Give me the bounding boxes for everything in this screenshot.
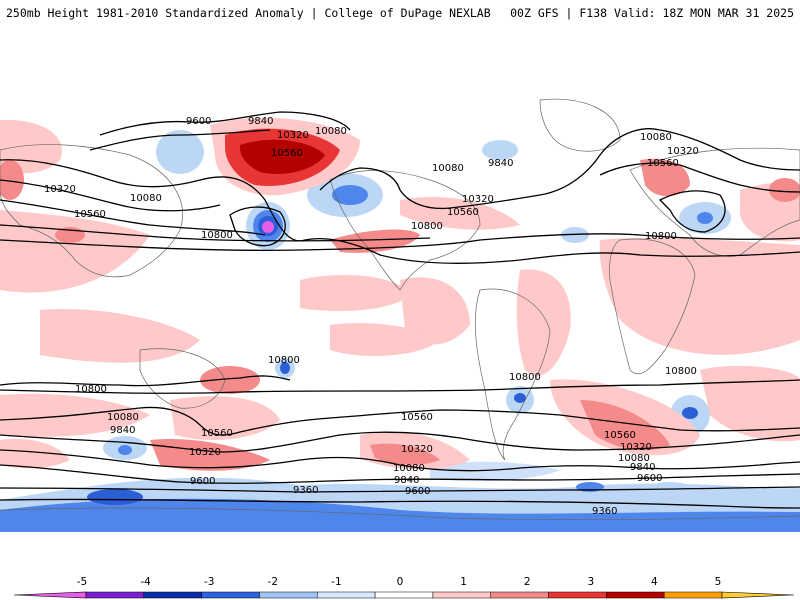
contour-label: 10560 — [271, 148, 303, 159]
colorbar-arrow-low — [13, 591, 87, 599]
colorbar-segment — [317, 591, 376, 599]
contour-label: 10560 — [647, 158, 679, 169]
contour-label: 9840 — [110, 425, 135, 436]
contour-label: 9360 — [592, 506, 617, 517]
colorbar-segment — [432, 591, 491, 599]
contour-label: 10320 — [277, 130, 309, 141]
map-title: 250mb Height 1981-2010 Standardized Anom… — [6, 6, 491, 20]
contour-label: 10560 — [74, 209, 106, 220]
colorbar-segment — [606, 591, 665, 599]
model-run-info: 00Z GFS | F138 Valid: 18Z MON MAR 31 202… — [510, 6, 794, 20]
contour-label: 9840 — [394, 475, 419, 486]
contour-label: 10560 — [201, 428, 233, 439]
colorbar-segment — [490, 591, 549, 599]
contour-label: 10800 — [411, 221, 443, 232]
colorbar-tick-label: -1 — [331, 576, 341, 588]
contour-label: 10560 — [401, 412, 433, 423]
colorbar-tick-label: -2 — [268, 576, 278, 588]
contour-label: 10320 — [189, 447, 221, 458]
contour-label: 10320 — [462, 194, 494, 205]
contour-label: 9840 — [248, 116, 273, 127]
contour-labels: 9600 9840 10320 10080 10560 10080 10320 … — [44, 116, 699, 517]
header: 250mb Height 1981-2010 Standardized Anom… — [0, 0, 800, 24]
contour-label: 9600 — [405, 486, 430, 497]
contour-label: 9600 — [637, 473, 662, 484]
contour-label: 10800 — [509, 372, 541, 383]
colorbar-segment — [259, 591, 318, 599]
contour-label: 10320 — [620, 442, 652, 453]
colorbar-tick-label: 4 — [651, 576, 658, 588]
contour-label: 10800 — [75, 384, 107, 395]
contour-label: 10080 — [432, 163, 464, 174]
colorbar-tick-label: 1 — [460, 576, 467, 588]
contour-label: 10800 — [645, 231, 677, 242]
anomaly-shading — [0, 117, 800, 532]
colorbar-segment — [85, 591, 145, 599]
contour-label: 10080 — [315, 126, 347, 137]
colorbar-segment — [374, 591, 434, 599]
colorbar-tick-label: 0 — [397, 576, 404, 588]
contour-label: 9360 — [293, 485, 318, 496]
contour-label: 10320 — [44, 184, 76, 195]
contour-label: 10320 — [667, 146, 699, 157]
colorbar-segment — [143, 591, 202, 599]
colorbar: -5 -4 -3 -2 -1 0 1 2 3 4 5 — [0, 572, 800, 600]
colorbar-arrow-high — [721, 591, 795, 599]
colorbar-tick-label: 5 — [715, 576, 722, 588]
anomaly-map: 9600 9840 10320 10080 10560 10080 10320 … — [0, 40, 800, 532]
colorbar-segment — [548, 591, 607, 599]
contour-label: 10080 — [393, 463, 425, 474]
map-panel: 9600 9840 10320 10080 10560 10080 10320 … — [0, 40, 800, 532]
contour-label: 10560 — [604, 430, 636, 441]
contour-label: 10080 — [640, 132, 672, 143]
colorbar-tick-label: -4 — [140, 576, 151, 588]
contour-label: 9840 — [488, 158, 513, 169]
colorbar-segment — [663, 591, 723, 599]
contour-label: 10800 — [268, 355, 300, 366]
contour-label: 10800 — [665, 366, 697, 377]
colorbar-tick-label: -5 — [77, 576, 87, 588]
colorbar-segments — [13, 591, 795, 599]
contour-label: 10080 — [107, 412, 139, 423]
contour-label: 10800 — [201, 230, 233, 241]
colorbar-segment — [201, 591, 260, 599]
colorbar-svg: -5 -4 -3 -2 -1 0 1 2 3 4 5 — [13, 576, 795, 599]
colorbar-ticks: -5 -4 -3 -2 -1 0 1 2 3 4 5 — [77, 576, 722, 588]
colorbar-tick-label: 2 — [524, 576, 531, 588]
contour-label: 9600 — [186, 116, 211, 127]
contour-label: 10560 — [447, 207, 479, 218]
colorbar-tick-label: -3 — [204, 576, 214, 588]
contour-label: 9600 — [190, 476, 215, 487]
contour-label: 10080 — [130, 193, 162, 204]
height-contours — [0, 111, 800, 509]
contour-label: 10080 — [618, 453, 650, 464]
contour-label: 9840 — [630, 462, 655, 473]
contour-label: 10320 — [401, 444, 433, 455]
colorbar-tick-label: 3 — [587, 576, 594, 588]
